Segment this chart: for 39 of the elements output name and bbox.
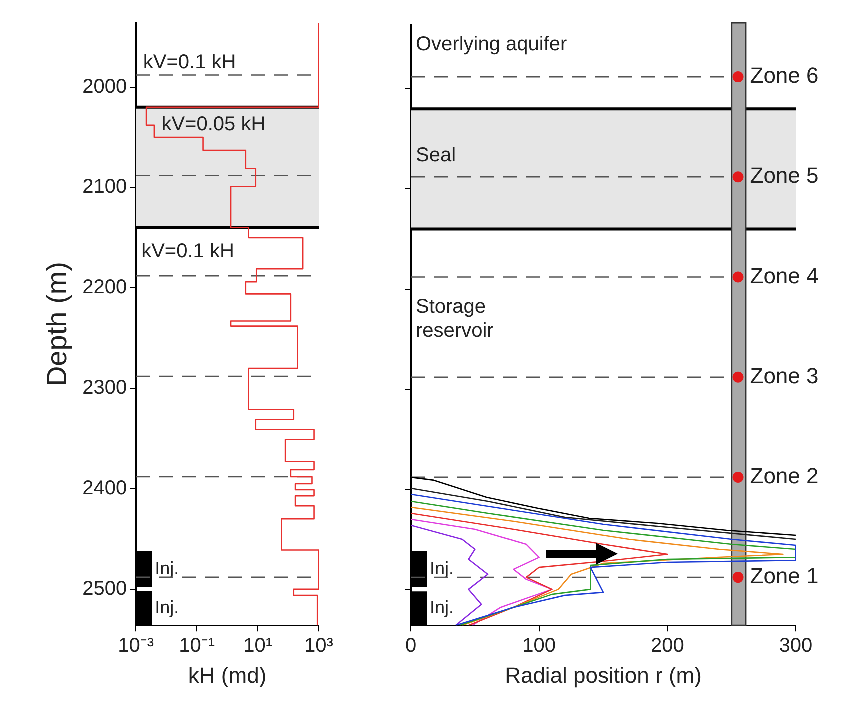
annotation: Seal bbox=[416, 144, 456, 166]
data-label: Zone 1 bbox=[750, 564, 819, 589]
point bbox=[732, 272, 744, 283]
x-tick-label: 0 bbox=[405, 635, 417, 658]
annotation: kV=0.1 kH bbox=[142, 240, 234, 263]
annotation: kV=0.1 kH bbox=[143, 51, 236, 74]
x-tick-label: 10⁻³ bbox=[118, 635, 154, 658]
annotation: Storage reservoir bbox=[416, 296, 494, 342]
data-label: Zone 3 bbox=[750, 363, 819, 388]
band-label: Inj. bbox=[430, 558, 454, 579]
annotation: Overlying aquifer bbox=[416, 33, 568, 56]
y-tick-label: 2100 bbox=[82, 176, 128, 198]
y-tick-label: 2300 bbox=[82, 377, 128, 400]
y-tick-label: 2000 bbox=[82, 76, 128, 98]
x-tick-label: 300 bbox=[779, 635, 813, 658]
band-label: Inj. bbox=[430, 598, 454, 618]
data-label: Zone 4 bbox=[750, 263, 819, 288]
point bbox=[732, 372, 744, 383]
x-tick-label: 10⁻¹ bbox=[179, 635, 216, 658]
y-axis-title: Depth (m) bbox=[42, 262, 73, 387]
point bbox=[732, 572, 744, 584]
point bbox=[732, 172, 744, 183]
annotation: kV=0.05 kH bbox=[162, 113, 266, 136]
y-tick-label: 2200 bbox=[82, 276, 128, 299]
x-tick-label: 100 bbox=[522, 635, 556, 658]
data-label: Zone 2 bbox=[750, 464, 819, 489]
x-tick-label: 10³ bbox=[304, 635, 334, 658]
data-label: Zone 5 bbox=[750, 163, 819, 188]
y-tick-label: 2500 bbox=[82, 578, 128, 600]
data-label: Zone 6 bbox=[750, 63, 819, 88]
band-label: Inj. bbox=[155, 597, 180, 618]
x-axis-title: kH (md) bbox=[188, 662, 267, 688]
x-tick-label: 10¹ bbox=[244, 635, 273, 658]
x-tick-label: 200 bbox=[650, 635, 684, 658]
point bbox=[732, 472, 744, 483]
point bbox=[732, 72, 744, 83]
band-label: Inj. bbox=[155, 558, 180, 578]
y-tick-label: 2400 bbox=[82, 478, 128, 500]
x-axis-title: Radial position r (m) bbox=[505, 662, 702, 688]
